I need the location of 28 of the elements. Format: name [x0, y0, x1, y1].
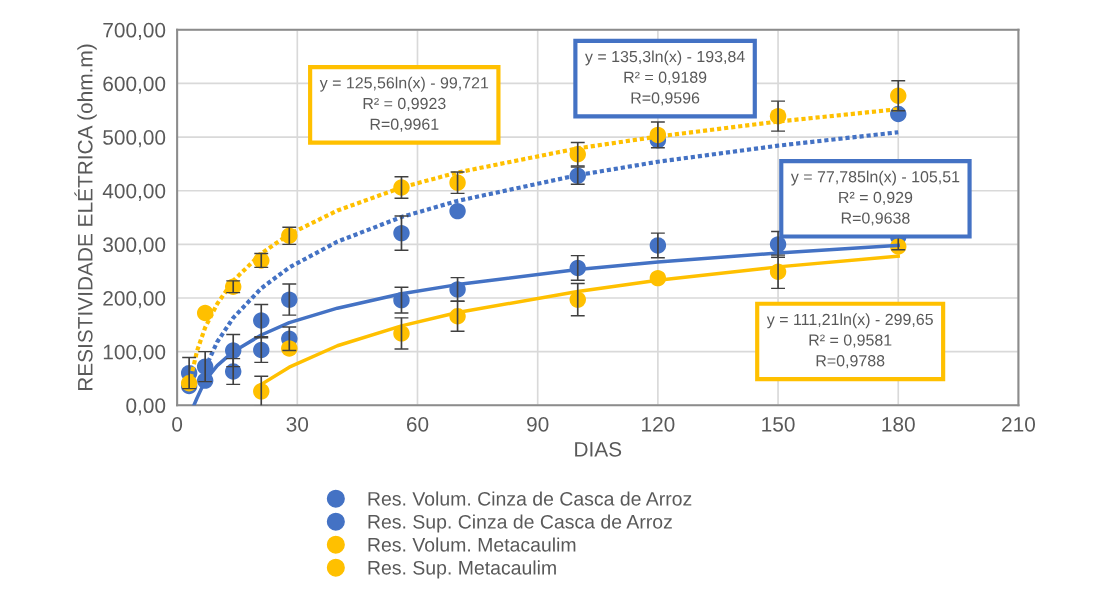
- x-axis-title: DIAS: [575, 441, 622, 457]
- point: [449, 202, 466, 220]
- y-tick-label: 400,00: [102, 183, 166, 201]
- legend-label: Res. Volum. Cinza de Casca de Arroz: [368, 491, 692, 506]
- x-tick-label: 120: [642, 416, 675, 432]
- legend-label: Res. Sup. Cinza de Casca de Arroz: [368, 514, 672, 533]
- y-tick-label: 600,00: [103, 76, 166, 94]
- x-tick-label: 30: [286, 416, 309, 432]
- y-tick-label: 200,00: [103, 291, 166, 309]
- x-tick-label: 180: [882, 416, 915, 432]
- y-tick-label: 0,00: [126, 398, 166, 416]
- y-tick-label: 100,00: [103, 344, 166, 362]
- annotation: y = 111,21ln(x) - 299,65 R² = 0,9581 R=0,9788: [766, 313, 933, 369]
- x-tick-label: 150: [762, 416, 795, 432]
- y-tick-label: 500,00: [103, 130, 166, 148]
- annotation: y = 135,3ln(x) - 193,84 R² = 0,9189 R=0,9596: [585, 50, 745, 106]
- y-axis-title: RESISTIVIDADE ELÉTRICA (ohm.m): [74, 44, 97, 391]
- x-tick-label: 0: [172, 416, 183, 432]
- x-tick-label: 60: [406, 416, 429, 432]
- y-tick-label: 700,00: [103, 22, 166, 41]
- point: [393, 224, 410, 242]
- x-tick-label: 90: [527, 416, 549, 432]
- x-tick-label: 210: [1002, 416, 1036, 432]
- legend-label: Res. Sup. Metacaulim: [368, 560, 556, 579]
- legend-label: Res. Volum. Metacaulim: [368, 537, 576, 552]
- annotation: y = 77,785ln(x) - 105,51 R² = 0,929 R=0,9638: [790, 170, 960, 226]
- annotation: y = 125,56ln(x) - 99,721 R² = 0,9923 R=0,9961: [319, 76, 489, 132]
- y-tick-label: 300,00: [103, 237, 166, 255]
